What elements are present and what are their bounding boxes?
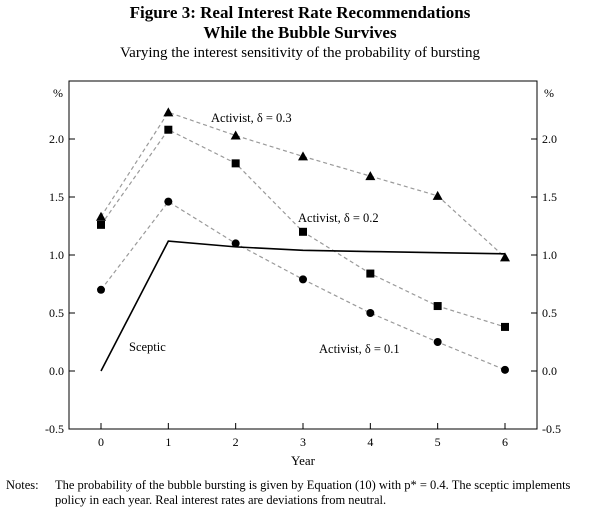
x-tick-label: 6 — [502, 435, 508, 449]
y-tick-label-left: 2.0 — [49, 132, 64, 146]
triangle-marker — [230, 130, 241, 140]
triangle-marker — [298, 151, 308, 161]
notes-text: The probability of the bubble bursting i… — [55, 478, 571, 507]
square-marker — [366, 269, 375, 278]
circle-marker — [299, 275, 307, 284]
y-tick-label-right: -0.5 — [542, 422, 561, 436]
circle-marker — [366, 309, 375, 317]
y-tick-label-left: 1.5 — [49, 190, 64, 204]
y-tick-label-right: 1.5 — [542, 190, 557, 204]
notes-label: Notes: — [6, 478, 39, 492]
series-layer — [96, 107, 510, 374]
x-tick-label: 4 — [367, 435, 373, 449]
series-label: Activist, δ = 0.1 — [319, 342, 400, 356]
circle-marker — [433, 338, 442, 346]
series-label: Activist, δ = 0.2 — [298, 211, 379, 225]
x-axis-label: Year — [291, 453, 316, 468]
series-group — [97, 125, 509, 331]
series-label: Activist, δ = 0.3 — [211, 111, 292, 125]
triangle-marker — [500, 252, 510, 262]
chart-area: -0.5 -0.5 0.0 0.0 0.5 0.5 1.0 1.0 1.5 1.5 2.0 2.0%%… — [45, 80, 561, 468]
y-tick-label-right: 0.5 — [542, 306, 557, 320]
square-marker — [97, 220, 105, 229]
circle-marker — [164, 197, 173, 206]
square-marker — [299, 227, 307, 236]
square-marker — [231, 159, 240, 168]
y-tick-label-left: 1.0 — [49, 248, 64, 262]
series-group — [97, 197, 509, 374]
circle-marker — [231, 239, 240, 248]
y-tick-label-right: 0.0 — [542, 364, 557, 378]
circle-marker — [97, 285, 105, 294]
y-tick-label-left: 0.0 — [49, 364, 64, 378]
triangle-marker — [365, 171, 376, 181]
y-tick-label-left: 0.5 — [49, 306, 64, 320]
series-group — [96, 107, 510, 262]
square-marker — [433, 302, 442, 311]
y-unit-label-right: % — [544, 86, 554, 100]
labels-layer: -0.5 -0.5 0.0 0.0 0.5 0.5 1.0 1.0 1.5 1.5 2.0 2.0%%… — [45, 86, 561, 468]
series-line — [100, 240, 506, 372]
y-tick-label-right: 1.0 — [542, 248, 557, 262]
series-label: Sceptic — [129, 340, 166, 354]
triangle-marker — [96, 211, 106, 221]
chart-title-line1: Figure 3: Real Interest Rate Recommendat… — [129, 3, 471, 22]
y-tick-label-left: -0.5 — [45, 422, 64, 436]
x-tick-label: 3 — [300, 435, 306, 449]
x-tick-label: 0 — [98, 435, 104, 449]
x-tick-label: 2 — [233, 435, 239, 449]
square-marker — [501, 322, 509, 331]
series-group — [100, 240, 506, 372]
plot-frame — [68, 80, 538, 430]
triangle-marker — [432, 190, 443, 200]
x-tick-label: 1 — [165, 435, 171, 449]
triangle-marker — [163, 107, 174, 117]
chart-subtitle: Varying the interest sensitivity of the … — [120, 45, 480, 61]
square-marker — [164, 125, 173, 134]
chart-title-line2: While the Bubble Survives — [203, 23, 397, 42]
y-unit-label-left: % — [53, 86, 63, 100]
axis-ticks — [69, 138, 537, 430]
x-tick-label: 5 — [435, 435, 441, 449]
circle-marker — [501, 365, 509, 374]
y-tick-label-right: 2.0 — [542, 132, 557, 146]
